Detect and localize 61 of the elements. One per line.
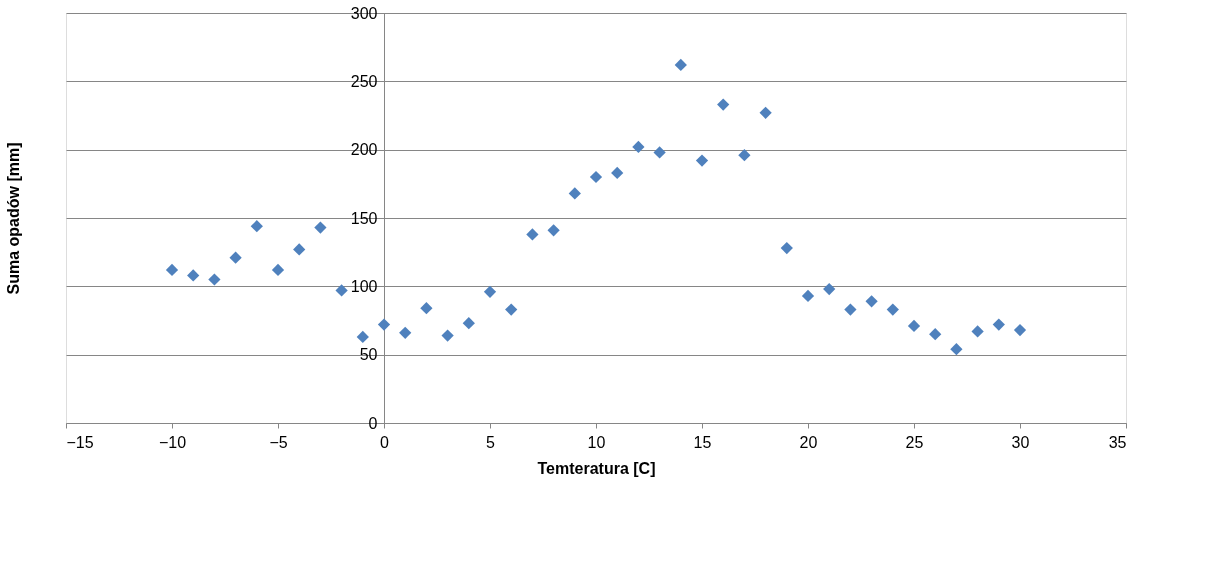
y-tick-label: 0: [368, 414, 378, 432]
point: [377, 318, 391, 331]
point: [674, 58, 687, 72]
point: [632, 140, 645, 154]
point: [208, 273, 221, 286]
point: [314, 221, 327, 234]
point: [929, 328, 942, 341]
point: [1013, 323, 1027, 337]
y-tick-label: 250: [350, 72, 378, 90]
point: [717, 98, 730, 111]
x-tick-label: 30: [1011, 433, 1030, 451]
point: [420, 302, 433, 315]
x-tick-label: 5: [486, 433, 496, 451]
point: [971, 325, 984, 338]
point: [483, 285, 497, 298]
point: [886, 303, 899, 316]
point: [568, 187, 581, 200]
x-tick-label: −15: [66, 433, 94, 451]
point: [907, 319, 921, 333]
y-tick-label: 300: [350, 4, 378, 22]
point: [526, 228, 539, 241]
y-tick-label: 50: [359, 346, 378, 364]
x-tick-label: 25: [905, 433, 924, 451]
point: [441, 329, 454, 342]
point: [229, 251, 242, 264]
x-tick-label: 35: [1108, 433, 1127, 451]
point: [505, 303, 518, 316]
point: [611, 166, 624, 180]
point: [865, 295, 878, 308]
y-axis-title: Suma opadów [mm]: [4, 142, 22, 295]
point: [335, 284, 348, 297]
point: [653, 146, 666, 159]
x-tick-label: −10: [158, 433, 187, 451]
y-tick-label: 100: [350, 277, 378, 295]
point: [801, 289, 815, 303]
point: [293, 243, 306, 256]
point: [780, 241, 793, 255]
point: [695, 154, 709, 167]
x-tick-label: 0: [380, 433, 390, 451]
point: [738, 149, 751, 162]
point: [547, 224, 560, 237]
point: [759, 106, 772, 119]
x-tick-label: 10: [587, 433, 606, 451]
y-tick-label: 150: [350, 209, 378, 227]
point: [589, 170, 603, 184]
point: [187, 269, 200, 282]
point: [356, 330, 369, 344]
point: [844, 303, 857, 316]
x-tick-label: 15: [693, 433, 712, 451]
point: [165, 263, 179, 277]
x-axis-title: Temteratura [C]: [537, 459, 656, 477]
x-tick-label: −5: [269, 433, 288, 451]
y-tick-label: 200: [350, 141, 378, 159]
point: [399, 326, 412, 339]
point: [992, 318, 1005, 331]
point: [462, 317, 475, 330]
point: [271, 263, 285, 277]
point: [950, 343, 963, 356]
point: [823, 282, 836, 296]
point: [250, 220, 263, 233]
x-tick-label: 20: [799, 433, 818, 451]
